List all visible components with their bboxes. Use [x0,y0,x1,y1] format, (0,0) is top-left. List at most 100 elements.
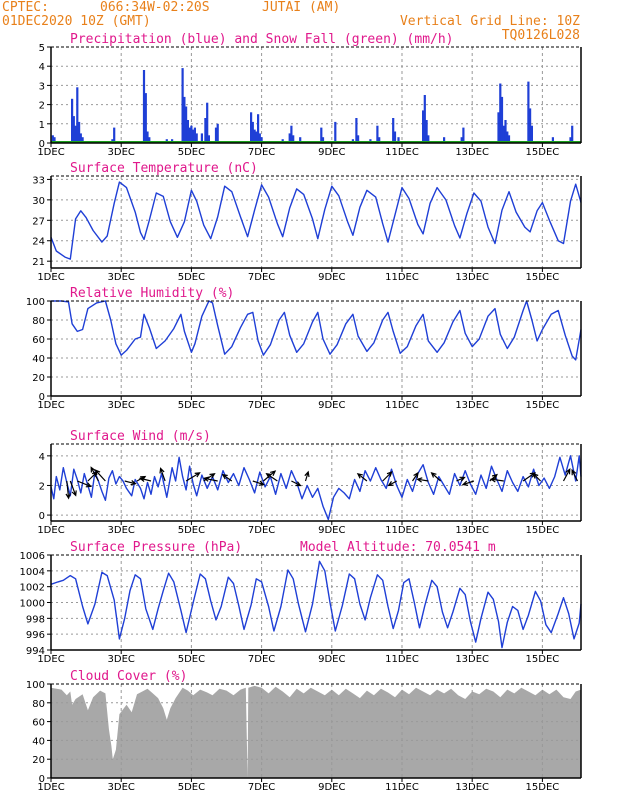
x-tick-label: 15DEC [526,147,560,158]
x-tick-label: 5DEC [178,400,205,411]
x-tick-label: 13DEC [455,782,489,793]
x-tick-label: 9DEC [318,654,345,665]
wind-vector-arrow [69,480,77,497]
x-tick-label: 5DEC [178,525,205,536]
precip-bar [530,125,533,143]
precip-bar [190,125,193,143]
precip-bar [181,68,184,143]
precip-bar [569,137,572,143]
x-tick-label: 11DEC [385,147,419,158]
x-tick-label: 9DEC [318,782,345,793]
wind-vector-arrow [461,480,475,486]
precip-bar [260,137,263,143]
precip-bar [185,106,188,143]
precip-bar [200,133,203,143]
wind-vector-arrow [489,477,504,483]
wind-vector-arrow [532,472,542,482]
precip-bar [188,127,191,143]
panel-humidity: 0 20 40 60 80 100 1DEC 3DEC 5DEC 7DEC 9DEC 11DEC 13D… [26,286,582,411]
precip-bar [506,131,509,143]
panel-precip: 0 1 2 3 4 5 1DEC 3DEC 5DEC 7DEC 9DEC 11DEC 13DEC 15DE… [37,32,582,158]
x-tick-label: 1DEC [37,272,64,283]
x-tick-label: 11DEC [385,400,419,411]
wind-vector-arrow [124,480,137,486]
x-tick-label: 1DEC [37,147,64,158]
x-tick-label: 9DEC [318,272,345,283]
precip-bar [258,133,261,143]
y-tick-label: 0 [39,511,45,522]
panel-title-pressure: Surface Pressure (hPa) [70,540,242,555]
x-tick-label: 1DEC [37,654,64,665]
panel-title-wind: Surface Wind (m/s) [70,429,211,444]
wind-vector-arrow [304,470,310,482]
precip-bar [551,137,554,143]
wind-vector-arrow [430,471,442,482]
y-tick-label: 60 [32,335,45,346]
precip-bar [443,137,446,143]
y-tick-label: 2 [39,101,45,112]
x-tick-label: 3DEC [108,782,135,793]
y-tick-label: 24 [32,237,45,248]
wind-vector-arrow [562,468,571,482]
precip-bar [255,131,258,143]
precip-bar [74,125,77,143]
x-tick-label: 11DEC [385,782,419,793]
precip-bar [206,102,209,143]
y-tick-label: 80 [32,699,45,710]
wind-vector-arrow [456,476,466,482]
y-tick-label: 3 [39,81,45,92]
y-tick-label: 1004 [20,567,45,578]
wind-vector-arrow [138,476,152,482]
panel-pressure: 994 996 998 1000 1002 1004 1006 1DEC 3DEC 5DEC 7DE… [20,540,582,665]
precip-bar [257,114,260,143]
wind-vector-arrow [77,480,93,488]
wind-vector-arrow [291,480,302,487]
y-tick-label: 996 [26,630,45,641]
y-tick-label: 27 [32,216,45,227]
precip-bar [183,96,186,143]
y-tick-label: 4 [39,452,45,463]
precip-bar [72,116,75,143]
precip-bar [290,125,293,143]
y-tick-label: 0 [39,139,45,150]
x-tick-label: 1DEC [37,782,64,793]
y-tick-label: 60 [32,718,45,729]
panel-title-humidity: Relative Humidity (%) [70,286,234,301]
precip-bar [207,135,210,143]
precip-bar [499,83,502,143]
precip-bar [500,96,504,143]
precip-bar [393,131,397,143]
x-tick-label: 11DEC [385,272,419,283]
wind-vector-arrow [382,471,393,482]
precip-bar [76,87,79,143]
x-tick-label: 9DEC [318,147,345,158]
y-tick-label: 100 [26,680,45,691]
precip-bar [51,135,54,143]
precip-bar [355,118,358,143]
y-tick-label: 20 [32,755,45,766]
x-tick-label: 11DEC [385,525,419,536]
precip-bar [397,137,400,143]
precip-bar [502,125,505,143]
y-tick-label: 0 [39,774,45,785]
y-tick-label: 1002 [20,583,45,594]
panel-title-temperature: Surface Temperature (nC) [70,161,258,176]
precip-bar [216,123,219,143]
y-tick-label: 0 [39,392,45,403]
y-tick-label: 994 [26,646,45,657]
precip-bar [376,125,379,143]
precip-bar [462,127,465,143]
precip-bar [195,133,198,143]
header-location-coords: 066:34W-02:20S [100,0,210,15]
precip-bar [148,137,151,143]
panel-wind: 0 2 4 1DEC 3DEC 5DEC 7DEC 9DEC 11DEC 13DEC 15DEC Su… [37,429,582,536]
y-tick-label: 100 [26,297,45,308]
y-tick-label: 1 [39,120,45,131]
wind-vector-arrow [202,476,218,482]
x-tick-label: 7DEC [248,272,275,283]
x-tick-label: 5DEC [178,782,205,793]
wind-vector-arrow [221,473,233,482]
precip-bar [81,137,84,143]
y-tick-label: 998 [26,614,45,625]
